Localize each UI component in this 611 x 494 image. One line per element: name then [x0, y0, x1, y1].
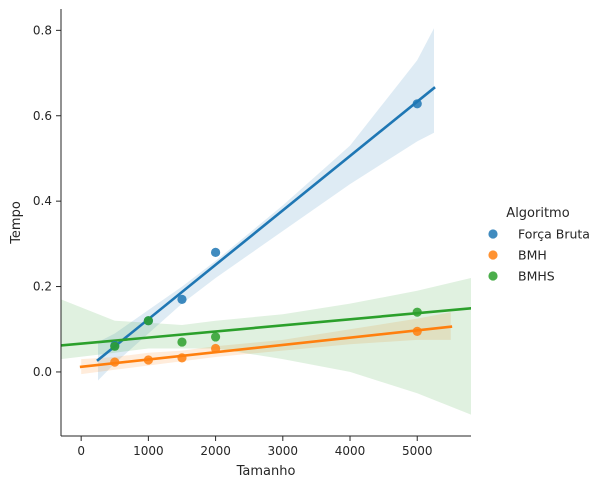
- legend-marker-forca-bruta: [488, 229, 498, 239]
- legend-label-forca-bruta: Força Bruta: [518, 227, 590, 242]
- y-tick-label: 0.2: [33, 280, 52, 294]
- point-forca-bruta: [210, 247, 221, 257]
- x-tick-label: 1000: [133, 444, 164, 458]
- confidence-bands: [61, 28, 471, 415]
- y-axis-label: Tempo: [9, 201, 24, 245]
- point-bmhs: [210, 332, 221, 342]
- point-bmhs: [110, 341, 120, 351]
- y-tick-label: 0.6: [33, 109, 52, 123]
- point-bmh: [110, 357, 120, 367]
- band-bmh: [81, 312, 451, 375]
- point-forca-bruta: [412, 99, 422, 109]
- y-tick-label: 0.4: [33, 194, 52, 208]
- point-bmh: [412, 326, 422, 336]
- fit-line-forca-bruta: [96, 86, 436, 362]
- x-axis-label: Tamanho: [236, 464, 296, 479]
- legend: Algoritmo Força Bruta BMH BMHS: [488, 206, 590, 284]
- fit-line-bmhs: [61, 307, 471, 347]
- legend-marker-bmhs: [488, 271, 498, 281]
- point-bmhs: [177, 337, 187, 347]
- legend-label-bmh: BMH: [518, 248, 547, 263]
- point-bmh: [210, 343, 221, 354]
- regression-lines: [61, 86, 471, 369]
- data-points: [110, 99, 422, 367]
- x-tick-label: 5000: [402, 444, 433, 458]
- point-bmh: [143, 355, 153, 365]
- point-forca-bruta: [177, 294, 187, 304]
- fit-line-bmh: [79, 325, 453, 369]
- y-tick-label: 0.8: [33, 23, 52, 37]
- point-bmhs: [412, 307, 422, 317]
- legend-label-bmhs: BMHS: [518, 269, 555, 284]
- x-tick-label: 4000: [335, 444, 366, 458]
- legend-title: Algoritmo: [506, 206, 569, 221]
- y-tick-label: 0.0: [33, 365, 52, 379]
- x-tick-label: 2000: [200, 444, 231, 458]
- axes: 0 1000 2000 3000 4000 5000 0.0 0.2 0.4 0.6 0.8: [33, 9, 471, 458]
- legend-marker-bmh: [488, 250, 498, 260]
- point-bmhs: [143, 316, 153, 326]
- point-bmh: [177, 353, 187, 363]
- x-tick-label: 0: [77, 444, 85, 458]
- x-tick-label: 3000: [268, 444, 299, 458]
